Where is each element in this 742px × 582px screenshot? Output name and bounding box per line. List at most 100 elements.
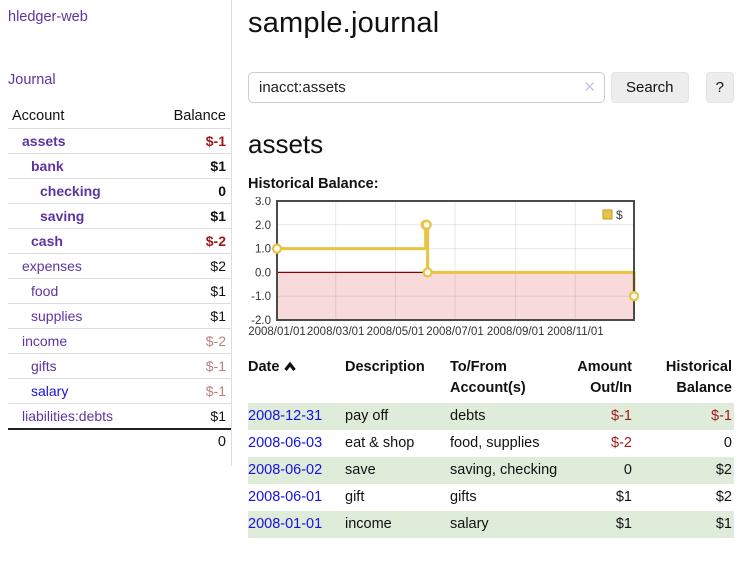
- clear-search-icon[interactable]: ✕: [583, 79, 596, 96]
- account-balance: $2: [210, 257, 226, 274]
- account-row: income $-2: [8, 328, 231, 354]
- account-link[interactable]: supplies: [31, 307, 83, 324]
- sidebar-nav: Journal: [8, 71, 231, 88]
- accounts-header-balance: Balance: [173, 108, 226, 124]
- accounts-table: Account Balance assets $-1 bank $1 check…: [8, 105, 231, 454]
- account-row: assets $-1: [8, 128, 231, 154]
- transaction-date-link[interactable]: 2008-06-01: [248, 489, 323, 505]
- register-body: 2008-12-31 pay off debts $-1 $-1 2008-06…: [248, 403, 734, 538]
- account-row: gifts $-1: [8, 353, 231, 379]
- transaction-balance: $-1: [642, 403, 734, 430]
- accounts-total-value: 0: [148, 428, 231, 454]
- account-balance: $-1: [205, 382, 226, 399]
- transaction-description: gift: [345, 489, 365, 505]
- register-header-amount: Amount Out/In: [577, 359, 632, 396]
- accounts-total-row: 0: [8, 428, 231, 454]
- svg-text:2008/11/01: 2008/11/01: [547, 326, 604, 338]
- svg-text:0.0: 0.0: [255, 267, 271, 279]
- register-header-row: Date Description To/From Account(s) Amou…: [248, 355, 734, 403]
- account-row: food $1: [8, 278, 231, 304]
- account-balance: $-2: [205, 332, 226, 349]
- transaction-balance: 0: [723, 435, 732, 451]
- historical-balance-chart[interactable]: $3.0 2.0 1.0 0.0 -1.0 -2.0 2008/01/01 2008/03/0…: [245, 197, 734, 340]
- transaction-amount: $1: [568, 511, 642, 538]
- account-link[interactable]: liabilities:debts: [22, 407, 114, 424]
- accounts-header-account: Account: [12, 108, 65, 124]
- svg-text:-1.0: -1.0: [251, 291, 271, 303]
- account-link[interactable]: bank: [31, 157, 64, 174]
- account-link[interactable]: gifts: [31, 357, 57, 374]
- transaction-description: pay off: [345, 403, 450, 430]
- svg-text:2008/09/01: 2008/09/01: [487, 326, 545, 338]
- account-row: saving $1: [8, 203, 231, 229]
- account-link[interactable]: food: [31, 282, 59, 299]
- svg-text:2.0: 2.0: [255, 220, 271, 232]
- register-row: 2008-06-03 eat & shop food, supplies $-2…: [248, 430, 734, 457]
- svg-text:3.0: 3.0: [255, 197, 271, 208]
- account-balance: $1: [210, 157, 226, 174]
- svg-text:$: $: [616, 208, 623, 222]
- transaction-amount: 0: [568, 457, 642, 484]
- account-balance: $1: [210, 207, 226, 224]
- accounts-header-row: Account Balance: [8, 105, 231, 129]
- register-header-date[interactable]: Date: [248, 355, 345, 403]
- register-table: Date Description To/From Account(s) Amou…: [248, 355, 734, 538]
- transaction-date-link[interactable]: 2008-01-01: [248, 516, 323, 532]
- transaction-balance: $2: [715, 489, 732, 505]
- register-header-accounts: To/From Account(s): [450, 359, 526, 396]
- account-row: checking 0: [8, 178, 231, 204]
- svg-text:2008/05/01: 2008/05/01: [367, 326, 425, 338]
- account-balance: $1: [210, 282, 226, 299]
- account-row: cash $-2: [8, 228, 231, 254]
- chart-title: Historical Balance:: [248, 176, 379, 192]
- transaction-balance: $2: [642, 457, 734, 484]
- account-row: salary $-1: [8, 378, 231, 404]
- account-link[interactable]: checking: [40, 182, 101, 199]
- transaction-description: eat & shop: [345, 435, 415, 451]
- nav-journal-link[interactable]: Journal: [8, 72, 56, 88]
- svg-text:2008/01/01: 2008/01/01: [248, 326, 306, 338]
- transaction-date-link[interactable]: 2008-06-03: [248, 435, 323, 451]
- search-input[interactable]: [248, 72, 605, 103]
- svg-text:-2.0: -2.0: [251, 315, 271, 327]
- svg-text:1.0: 1.0: [255, 244, 271, 256]
- account-link[interactable]: cash: [31, 232, 63, 249]
- transaction-accounts: gifts: [450, 489, 477, 505]
- svg-text:2008/03/01: 2008/03/01: [307, 326, 365, 338]
- account-link[interactable]: salary: [31, 382, 69, 399]
- transaction-description: save: [345, 457, 450, 484]
- search-form: ✕ Search ?: [248, 72, 734, 103]
- account-link[interactable]: saving: [40, 207, 85, 224]
- transaction-description: income: [345, 511, 450, 538]
- transaction-accounts: debts: [450, 403, 568, 430]
- register-row: 2008-06-01 gift gifts $1 $2: [248, 484, 734, 511]
- help-button[interactable]: ?: [705, 72, 734, 103]
- app-brand: hledger-web: [8, 8, 231, 25]
- search-button[interactable]: Search: [610, 72, 689, 103]
- account-balance: 0: [218, 182, 226, 199]
- account-balance: $-1: [205, 132, 226, 149]
- account-link[interactable]: income: [22, 332, 68, 349]
- account-heading: assets: [248, 129, 324, 159]
- search-box: ✕: [248, 72, 605, 103]
- account-balance: $-2: [205, 232, 226, 249]
- account-link[interactable]: assets: [22, 132, 66, 149]
- register-header-description: Description: [345, 359, 425, 375]
- accounts-body: assets $-1 bank $1 checking 0 saving $1 …: [8, 128, 231, 430]
- account-balance: $1: [210, 307, 226, 324]
- app-brand-link[interactable]: hledger-web: [8, 9, 88, 25]
- register-row: 2008-01-01 income salary $1 $1: [248, 511, 734, 538]
- sort-ascending-icon: [283, 358, 297, 379]
- transaction-date-link[interactable]: 2008-12-31: [248, 408, 323, 424]
- transaction-accounts: saving, checking: [450, 457, 568, 484]
- svg-text:2008/07/01: 2008/07/01: [426, 326, 484, 338]
- transaction-accounts: salary: [450, 511, 568, 538]
- page-title: sample.journal: [248, 7, 440, 39]
- transaction-amount: $-2: [611, 435, 632, 451]
- transaction-amount: $-1: [568, 403, 642, 430]
- account-balance: $-1: [205, 357, 226, 374]
- account-row: expenses $2: [8, 253, 231, 279]
- account-link[interactable]: expenses: [22, 257, 82, 274]
- account-row: liabilities:debts $1: [8, 403, 231, 430]
- transaction-date-link[interactable]: 2008-06-02: [248, 462, 323, 478]
